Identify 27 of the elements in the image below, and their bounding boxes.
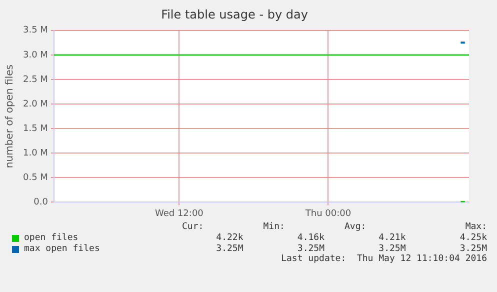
- y-tick-label: 2.5 M: [22, 74, 48, 85]
- text: 3.25M: [458, 244, 487, 254]
- x-tick-label: Thu 00:00: [304, 208, 352, 219]
- chart-title: File table usage - by day: [161, 7, 308, 22]
- text: 3.25M: [215, 244, 244, 254]
- y-tick-label: 1.5 M: [22, 124, 48, 134]
- text: 3.25M: [296, 244, 324, 254]
- legend-label: max open files: [24, 244, 100, 254]
- text: Avg:: [344, 222, 368, 232]
- text: 4.25k: [458, 233, 487, 243]
- y-tick-label: 3.0 M: [22, 50, 48, 60]
- x-tick-label: Wed 12:00: [154, 208, 204, 219]
- text: 3.25M: [378, 244, 406, 254]
- legend-label: open files: [24, 233, 78, 243]
- text: Min:: [262, 222, 286, 232]
- y-tick-label: 1.0 M: [22, 148, 48, 158]
- text: 4.16k: [296, 233, 324, 243]
- text: Last update: Thu May 12 11:10:04 2016: [280, 254, 487, 264]
- text: 4.22k: [215, 233, 244, 243]
- y-tick-label: 2.0 M: [22, 99, 48, 110]
- y-tick-label: 0.5 M: [22, 173, 48, 183]
- y-tick-label: 3.5 M: [22, 26, 48, 36]
- text: Max:: [464, 222, 487, 232]
- text: 4.21k: [378, 233, 406, 243]
- text: Cur:: [181, 222, 205, 232]
- y-tick-label: 0.0: [34, 198, 48, 208]
- y-axis-title: number of open files: [4, 64, 16, 168]
